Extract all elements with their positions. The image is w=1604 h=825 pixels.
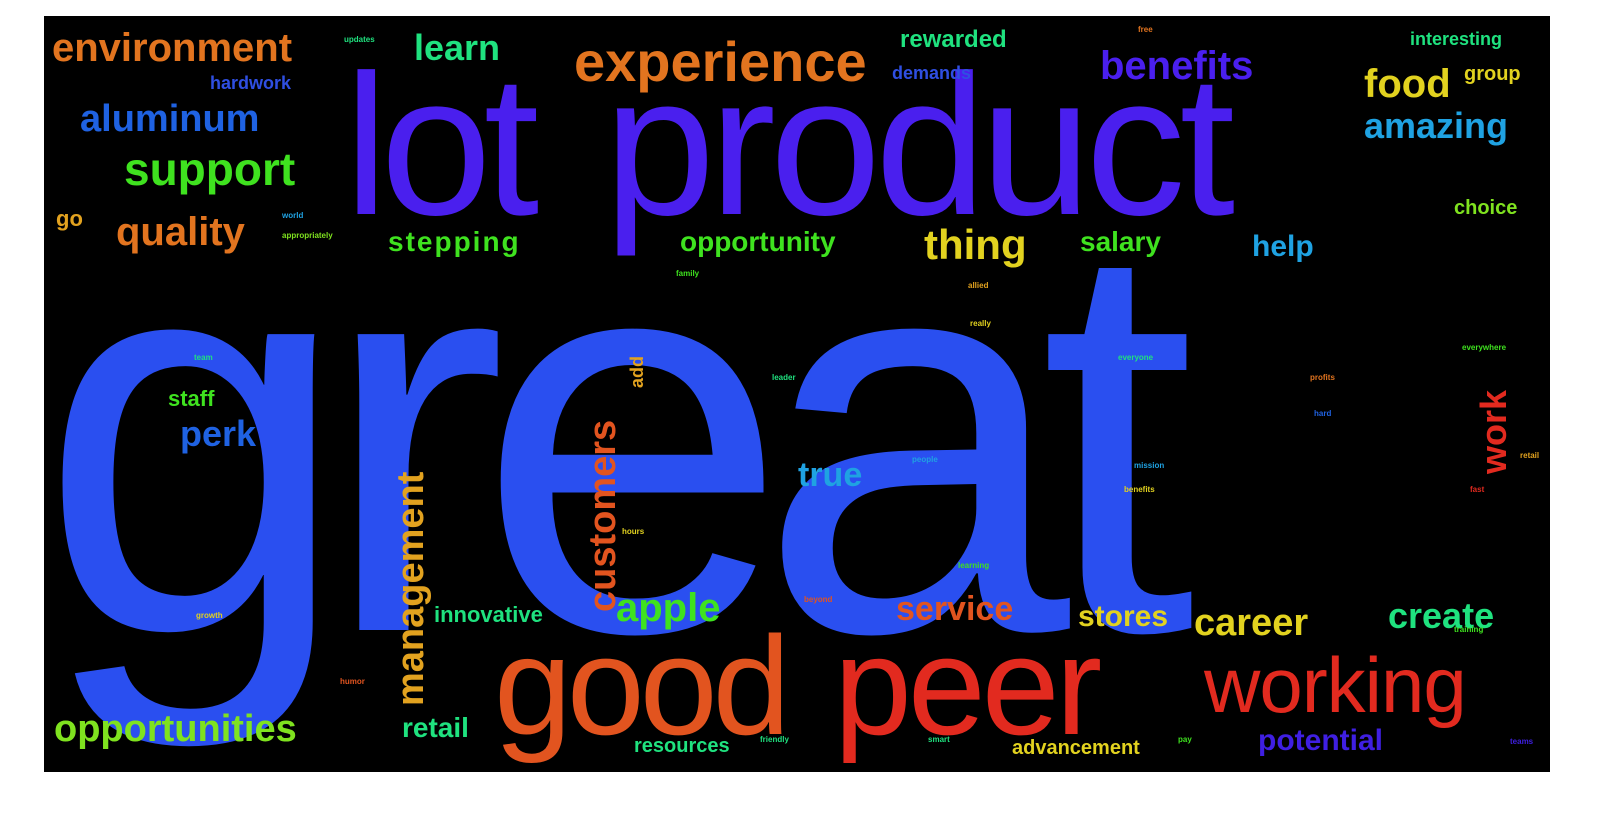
word-good: good [494, 607, 790, 764]
word-resources: resources [634, 735, 730, 757]
word-service: service [896, 590, 1014, 628]
word-rewarded: rewarded [900, 26, 1007, 53]
word-small: everyone [1118, 353, 1154, 362]
word-group: group [1464, 63, 1521, 85]
word-small: really [970, 319, 991, 328]
word-small: pay [1178, 735, 1192, 744]
word-small: profits [1310, 373, 1335, 382]
word-choice: choice [1454, 197, 1518, 219]
word-working: working [1204, 641, 1467, 729]
word-demands: demands [892, 63, 972, 83]
word-small: world [282, 211, 304, 220]
word-small: humor [340, 677, 365, 686]
word-small: benefits [1124, 485, 1155, 494]
word-great: great [44, 123, 1195, 749]
word-hardwork: hardwork [210, 73, 292, 93]
word-stepping: stepping [388, 226, 521, 257]
word-aluminum: aluminum [80, 98, 260, 140]
word-small: fast [1470, 485, 1485, 494]
word-stores: stores [1078, 600, 1169, 633]
word-small: training [1454, 625, 1484, 634]
word-cloud: great lot product good peer working expe… [44, 16, 1550, 772]
word-thing: thing [924, 221, 1027, 268]
word-staff: staff [168, 386, 215, 411]
word-apple: apple [616, 586, 721, 630]
word-peer: peer [834, 607, 1102, 764]
word-experience: experience [574, 30, 867, 93]
word-food: food [1364, 62, 1451, 106]
word-support: support [124, 143, 296, 195]
word-potential: potential [1258, 724, 1383, 757]
word-true: true [798, 456, 863, 494]
word-product: product [604, 34, 1235, 257]
word-lot: lot [344, 34, 539, 257]
word-innovative: innovative [434, 602, 543, 627]
word-amazing: amazing [1364, 105, 1509, 146]
word-small: smart [928, 735, 950, 744]
word-small: learning [958, 561, 990, 570]
word-perk: perk [180, 413, 257, 454]
word-opportunity: opportunity [680, 226, 836, 257]
word-add: add [627, 355, 647, 388]
word-career: career [1194, 602, 1309, 644]
word-interesting: interesting [1410, 29, 1503, 49]
word-small: people [912, 455, 938, 464]
word-small: hard [1314, 409, 1332, 418]
word-small: leader [772, 373, 796, 382]
word-small: allied [968, 281, 989, 290]
word-small: mission [1134, 461, 1165, 470]
word-small: everywhere [1462, 343, 1507, 352]
word-small: hours [622, 527, 645, 536]
word-small: beyond [804, 595, 833, 604]
word-small: updates [344, 35, 375, 44]
word-go: go [56, 206, 83, 231]
word-small: family [676, 269, 700, 278]
word-small: free [1138, 25, 1153, 34]
word-small: retail [1520, 451, 1540, 460]
word-create: create [1388, 595, 1495, 636]
word-small: growth [196, 611, 223, 620]
word-learn: learn [414, 27, 501, 68]
word-management: management [390, 471, 432, 706]
word-opportunities: opportunities [54, 708, 297, 750]
word-small: team [194, 353, 213, 362]
word-advancement: advancement [1012, 737, 1140, 759]
word-help: help [1252, 230, 1314, 263]
word-customers: customers [582, 419, 624, 612]
word-work: work [1473, 389, 1514, 474]
word-small: friendly [760, 735, 789, 744]
word-small: teams [1510, 737, 1534, 746]
word-environment: environment [52, 26, 293, 70]
word-retail: retail [402, 712, 469, 743]
word-salary: salary [1080, 226, 1161, 257]
word-small: appropriately [282, 231, 333, 240]
word-quality: quality [116, 210, 245, 254]
word-benefits: benefits [1100, 44, 1254, 88]
